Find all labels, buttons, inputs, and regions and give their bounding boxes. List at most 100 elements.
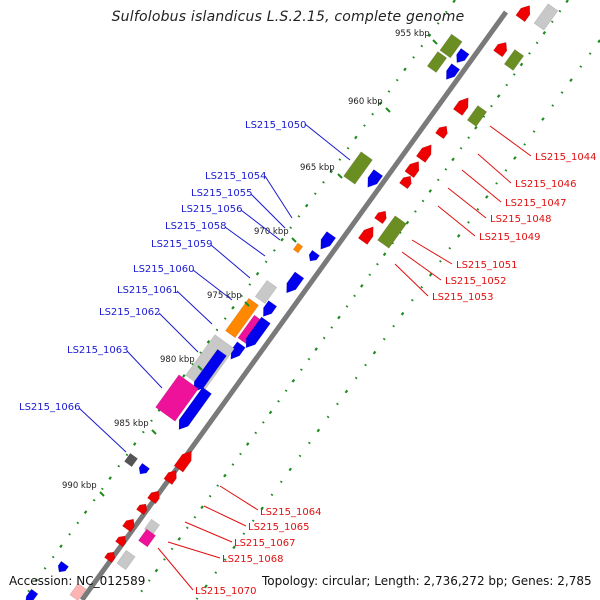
misc-feature-shape[interactable]: [225, 297, 259, 339]
cds-feature-shape[interactable]: [515, 2, 534, 23]
cds-feature-shape[interactable]: [404, 158, 423, 179]
cds-feature[interactable]: [115, 533, 128, 548]
cds-feature[interactable]: [163, 467, 180, 486]
reverse-gene-label[interactable]: LS215_1049: [479, 232, 540, 243]
cds-feature[interactable]: [515, 2, 534, 23]
cds-feature[interactable]: [122, 516, 137, 533]
cds-feature[interactable]: [306, 249, 320, 263]
rna-feature-shape[interactable]: [343, 151, 373, 185]
cds-feature-shape[interactable]: [173, 448, 196, 473]
cds-feature-shape[interactable]: [136, 501, 149, 516]
reverse-gene-label[interactable]: LS215_1052: [445, 276, 506, 287]
rna-feature[interactable]: [503, 49, 525, 71]
cds-feature-shape[interactable]: [399, 173, 414, 190]
forward-gene-label[interactable]: LS215_1056: [181, 204, 242, 215]
forward-gene-label[interactable]: LS215_1063: [67, 345, 128, 356]
cds-feature[interactable]: [452, 94, 472, 116]
cds-feature-shape[interactable]: [163, 467, 180, 486]
cds-feature-shape[interactable]: [282, 271, 305, 296]
reverse-gene-label[interactable]: LS215_1067: [234, 538, 295, 549]
reverse-gene-label[interactable]: LS215_1048: [490, 214, 551, 225]
cds-feature-shape[interactable]: [227, 341, 246, 362]
cds-feature[interactable]: [242, 316, 271, 351]
forward-gene-label[interactable]: LS215_1061: [117, 285, 178, 296]
cds-feature[interactable]: [104, 549, 117, 564]
misc-feature[interactable]: [254, 279, 278, 305]
cds-feature-shape[interactable]: [55, 560, 69, 574]
cds-feature[interactable]: [282, 271, 305, 296]
cds-feature-shape[interactable]: [22, 588, 39, 600]
reverse-gene-label[interactable]: LS215_1068: [222, 554, 283, 565]
misc-feature[interactable]: [155, 374, 199, 422]
cds-feature[interactable]: [136, 462, 150, 476]
cds-feature-shape[interactable]: [104, 549, 117, 564]
gene-features[interactable]: [22, 2, 559, 600]
forward-gene-label[interactable]: LS215_1062: [99, 307, 160, 318]
reverse-gene-label[interactable]: LS215_1065: [248, 522, 309, 533]
misc-feature[interactable]: [533, 3, 559, 31]
rna-feature[interactable]: [343, 151, 373, 185]
gene-labels[interactable]: LS215_1050 LS215_1054 LS215_1055 LS215_1056…: [19, 120, 596, 597]
cds-feature[interactable]: [259, 300, 278, 320]
reverse-gene-label[interactable]: LS215_1044: [535, 152, 596, 163]
misc-feature-shape[interactable]: [155, 374, 199, 422]
forward-gene-label[interactable]: LS215_1058: [165, 221, 226, 232]
cds-feature-shape[interactable]: [452, 94, 472, 116]
cds-feature[interactable]: [227, 341, 246, 362]
reverse-gene-label[interactable]: LS215_1064: [260, 507, 321, 518]
reverse-gene-label[interactable]: LS215_1046: [515, 179, 576, 190]
cds-feature-shape[interactable]: [363, 169, 384, 190]
cds-feature-shape[interactable]: [115, 533, 128, 548]
rna-feature-shape[interactable]: [439, 33, 463, 59]
reverse-gene-label[interactable]: LS215_1047: [505, 198, 566, 209]
cds-feature[interactable]: [374, 208, 389, 225]
cds-feature-shape[interactable]: [306, 249, 320, 263]
misc-feature-shape[interactable]: [254, 279, 278, 305]
cds-feature[interactable]: [493, 39, 510, 58]
cds-feature-shape[interactable]: [453, 47, 470, 65]
cds-feature[interactable]: [442, 63, 461, 83]
cds-feature-shape[interactable]: [415, 141, 435, 163]
cds-feature-shape[interactable]: [147, 488, 162, 505]
cds-feature[interactable]: [404, 158, 423, 179]
forward-gene-label[interactable]: LS215_1060: [133, 264, 194, 275]
cds-feature[interactable]: [55, 560, 69, 574]
forward-gene-label[interactable]: LS215_1055: [191, 188, 252, 199]
misc-feature[interactable]: [292, 242, 304, 254]
cds-feature[interactable]: [453, 47, 470, 65]
reverse-gene-label[interactable]: LS215_1053: [432, 292, 493, 303]
misc-feature[interactable]: [69, 582, 87, 600]
misc-feature-shape[interactable]: [69, 582, 87, 600]
forward-gene-label[interactable]: LS215_1050: [245, 120, 306, 131]
cds-feature-shape[interactable]: [136, 462, 150, 476]
misc-feature-shape[interactable]: [533, 3, 559, 31]
cds-feature[interactable]: [316, 231, 337, 252]
cds-feature[interactable]: [22, 588, 39, 600]
cds-feature[interactable]: [147, 488, 162, 505]
cds-feature-shape[interactable]: [259, 300, 278, 320]
rna-feature-shape[interactable]: [466, 105, 488, 127]
cds-feature-shape[interactable]: [316, 231, 337, 252]
cds-feature-shape[interactable]: [175, 386, 212, 432]
cds-feature-shape[interactable]: [442, 63, 461, 83]
cds-feature-shape[interactable]: [122, 516, 137, 533]
cds-feature[interactable]: [363, 169, 384, 190]
rna-feature-shape[interactable]: [377, 215, 407, 249]
cds-feature[interactable]: [173, 448, 196, 473]
cds-feature[interactable]: [399, 173, 414, 190]
cds-feature[interactable]: [136, 501, 149, 516]
cds-feature-shape[interactable]: [357, 223, 377, 245]
rna-feature[interactable]: [377, 215, 407, 249]
cds-feature-shape[interactable]: [493, 39, 510, 58]
rna-feature[interactable]: [439, 33, 463, 59]
cds-feature[interactable]: [415, 141, 435, 163]
cds-feature-shape[interactable]: [242, 316, 271, 351]
rna-feature[interactable]: [426, 51, 448, 73]
cds-feature-shape[interactable]: [374, 208, 389, 225]
misc-feature[interactable]: [225, 297, 259, 339]
forward-gene-label[interactable]: LS215_1059: [151, 239, 212, 250]
misc-feature-shape[interactable]: [116, 549, 136, 571]
cds-feature[interactable]: [175, 386, 212, 432]
rna-feature[interactable]: [466, 105, 488, 127]
forward-gene-label[interactable]: LS215_1054: [205, 171, 266, 182]
